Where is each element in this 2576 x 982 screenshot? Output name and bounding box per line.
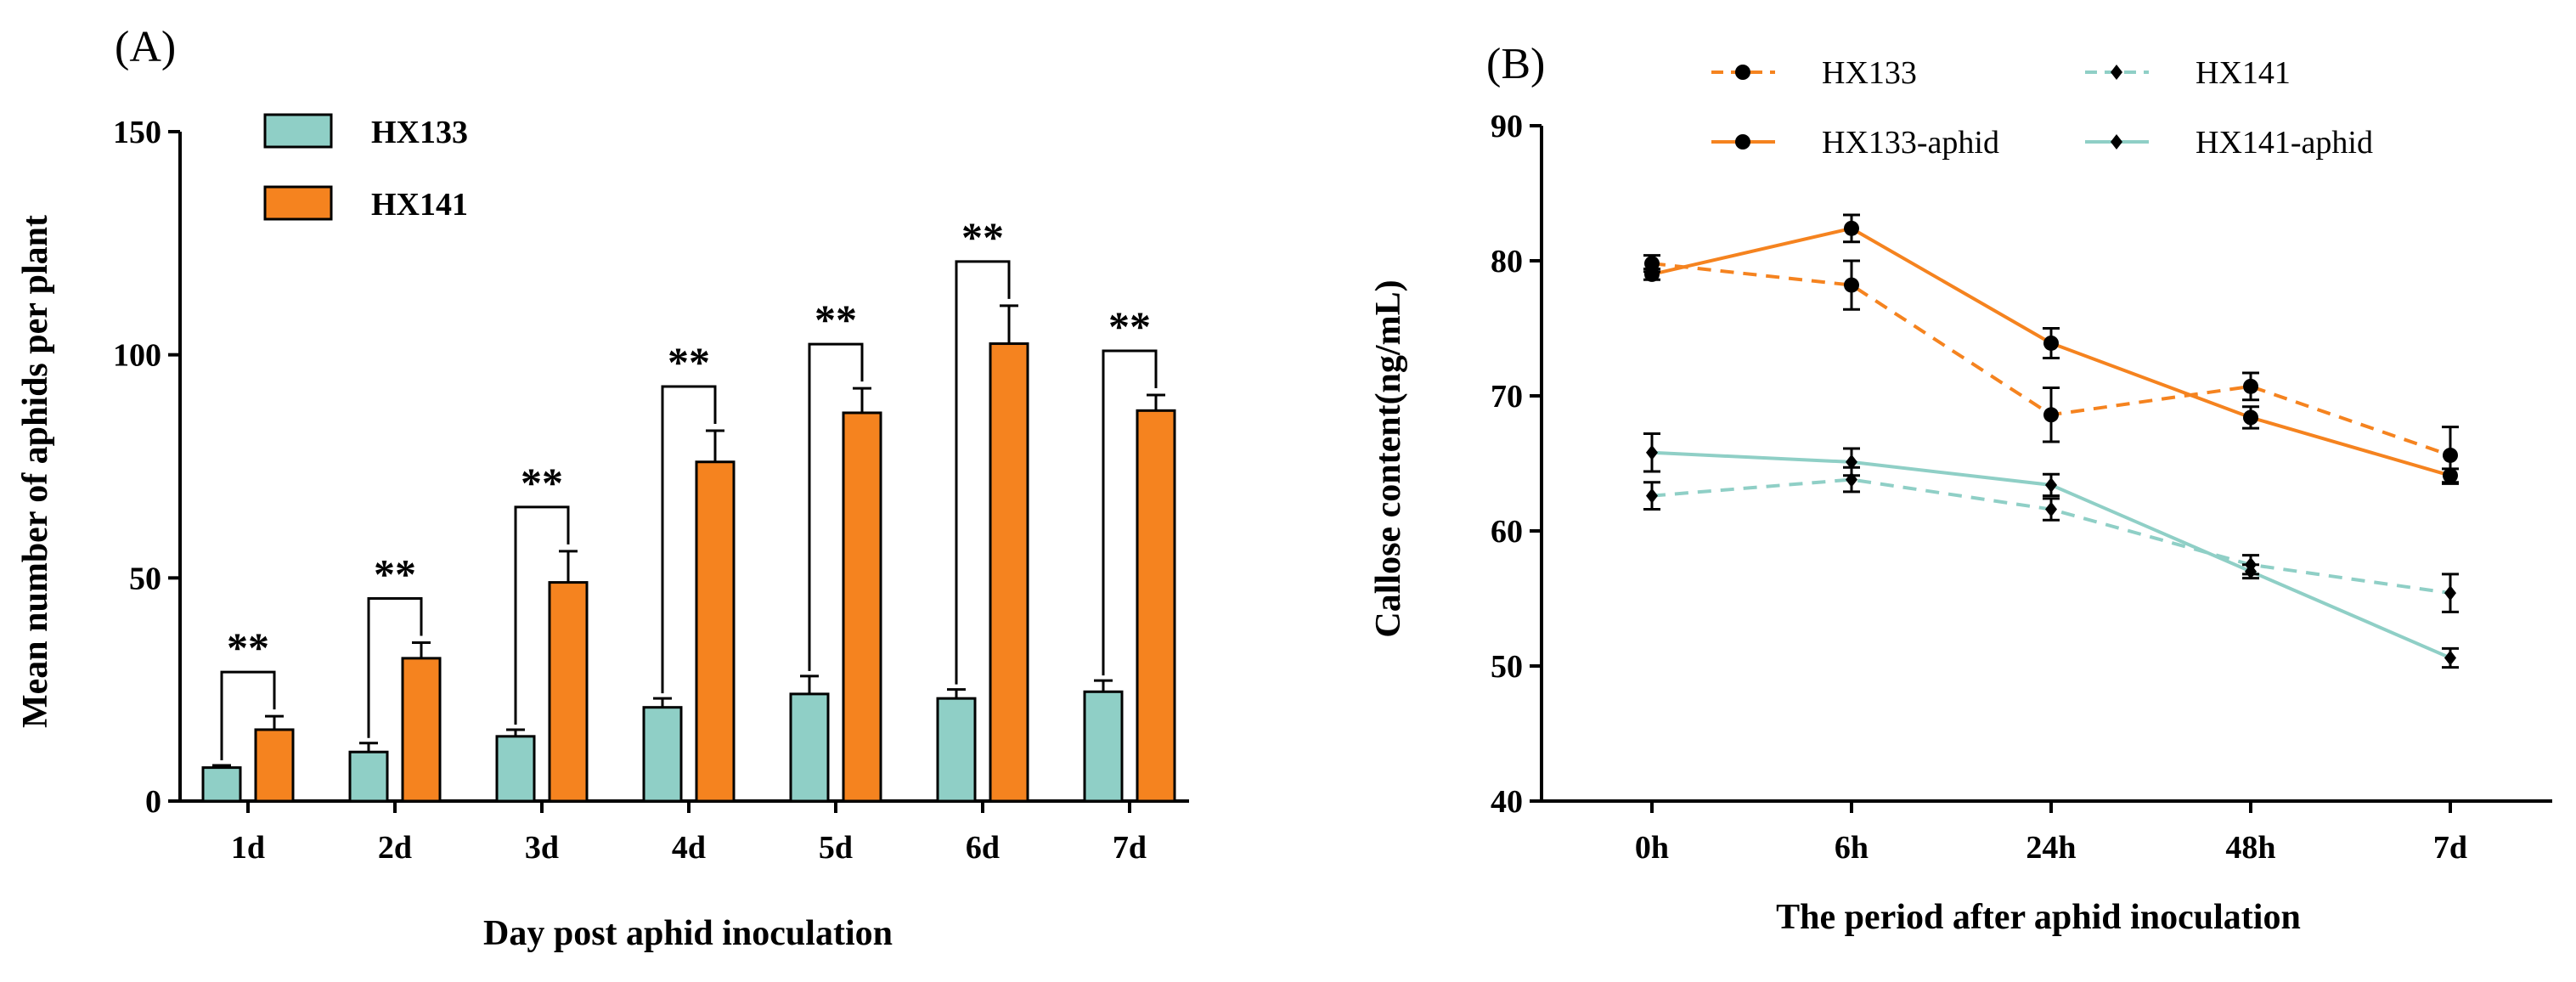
panel-a-significance-label: ** <box>374 550 416 598</box>
panel-a-significance-label: ** <box>1108 302 1151 350</box>
panel-a-significance-bracket <box>1102 349 1158 676</box>
panel-b-legend-marker <box>1735 65 1750 80</box>
panel-b-x-tick-label: 6h <box>1835 830 1869 866</box>
panel-a-bar-hx141 <box>989 342 1029 803</box>
panel-b-legend-label: HX133 <box>1822 55 1917 91</box>
panel-a-bar-hx141 <box>842 411 882 803</box>
panel-b-y-tick-label: 40 <box>1491 784 1523 820</box>
panel-b-y-axis-title: Callose content(ng/mL) <box>1369 279 1408 637</box>
panel-b-y-tick-label: 60 <box>1491 514 1523 550</box>
panel-b-legend-label: HX133-aphid <box>1822 125 1999 161</box>
panel-b-x-tick-label: 48h <box>2225 830 2275 866</box>
panel-a-significance-label: ** <box>227 624 269 671</box>
panel-b-y-tick-label: 90 <box>1491 109 1523 144</box>
panel-a-bar-hx133 <box>201 766 242 803</box>
panel-a-x-tick-label: 6d <box>966 830 1000 866</box>
panel-a-bar-hx141 <box>1136 409 1176 803</box>
panel-a-bar-hx141 <box>401 657 442 803</box>
panel-b-point-hx141-aphid <box>1646 444 1658 460</box>
panel-b-x-tick-label: 0h <box>1635 830 1669 866</box>
panel-a-bar-hx133 <box>642 706 683 803</box>
panel-b-x-tick-label: 7d <box>2433 830 2467 866</box>
panel-b-label: (B) <box>1486 40 1545 88</box>
panel-a-significance-bracket <box>367 597 423 738</box>
panel-a-significance-bracket <box>661 385 717 694</box>
panel-a-significance-bracket <box>955 260 1011 685</box>
panel-b-point-hx141-aphid <box>2245 563 2257 579</box>
panel-b-legend-label: HX141-aphid <box>2196 125 2373 161</box>
panel-b-point-hx133 <box>2443 447 2458 463</box>
panel-a-bar-hx133 <box>348 750 389 803</box>
panel-a-x-tick-label: 1d <box>231 830 265 866</box>
panel-a-y-tick-label: 0 <box>145 784 161 820</box>
panel-a-x-tick-label: 2d <box>378 830 412 866</box>
panel-a-y-tick-label: 50 <box>129 561 161 596</box>
panel-a-y-tick-label: 150 <box>113 115 161 150</box>
panel-a-x-tick-label: 3d <box>525 830 559 866</box>
panel-a-bar-hx133 <box>1083 690 1124 803</box>
panel-a-bar-hx141 <box>695 460 736 803</box>
panel-b-point-hx133-aphid <box>1644 266 1660 282</box>
panel-b-point-hx133-aphid <box>2443 467 2458 483</box>
panel-b-point-hx133 <box>2243 378 2258 394</box>
panel-b-line-chart: 40 50 60 70 80 90 0h 6h 24h 48h 7d HX133 HX141 HX133-… <box>1491 55 2552 866</box>
panel-b-y-tick-label: 80 <box>1491 244 1523 279</box>
panel-a-significance-bracket <box>514 505 570 725</box>
panel-a-bar-chart: 0 50 100 150 1d ** 2d ** 3d ** 4d ** 5d ** 6d ** 7d ** HX1… <box>113 113 1189 866</box>
panel-a-bar-hx141 <box>254 728 295 803</box>
panel-b-legend-marker <box>2111 134 2122 150</box>
panel-b-point-hx141 <box>2045 501 2057 517</box>
panel-b-point-hx141 <box>1646 488 1658 504</box>
panel-b-legend-marker <box>2111 65 2122 80</box>
panel-b-point-hx141-aphid <box>2444 650 2456 666</box>
panel-a-bar-hx133 <box>789 692 830 803</box>
panel-a-bar-hx133 <box>936 697 977 803</box>
panel-a-significance-label: ** <box>815 296 857 343</box>
panel-a-y-axis-title: Mean number of aphids per plant <box>16 215 55 728</box>
panel-b-point-hx133-aphid <box>2043 335 2059 351</box>
panel-b-legend-marker <box>1735 134 1750 150</box>
panel-b-point-hx133 <box>1844 277 1859 293</box>
panel-a-label: (A) <box>115 23 176 71</box>
panel-a-bar-hx141 <box>548 581 589 803</box>
panel-a-significance-bracket <box>220 670 276 760</box>
panel-a-legend-swatch <box>263 185 333 221</box>
panel-b-point-hx141-aphid <box>2045 477 2057 493</box>
panel-a-legend-swatch <box>263 113 333 149</box>
panel-a-significance-label: ** <box>521 459 563 506</box>
panel-a-x-axis-title: Day post aphid inoculation <box>483 914 893 953</box>
panel-b-point-hx133 <box>1644 256 1660 272</box>
panel-b-point-hx141 <box>2444 585 2456 601</box>
panel-b-point-hx133-aphid <box>2243 409 2258 426</box>
panel-a-legend-label: HX133 <box>371 115 468 150</box>
panel-b-point-hx141-aphid <box>1846 454 1857 470</box>
panel-a-significance-label: ** <box>961 213 1004 261</box>
panel-b-x-tick-label: 24h <box>2026 830 2076 866</box>
panel-b-legend-label: HX141 <box>2196 55 2291 91</box>
panel-b-x-axis-title: The period after aphid inoculation <box>1776 898 2301 937</box>
panel-a-x-tick-label: 5d <box>819 830 853 866</box>
panel-b-point-hx133-aphid <box>1844 220 1859 236</box>
panel-a-x-tick-label: 4d <box>672 830 706 866</box>
panel-a-bar-hx133 <box>495 735 536 803</box>
panel-b-y-tick-label: 50 <box>1491 649 1523 685</box>
panel-a-x-tick-label: 7d <box>1113 830 1147 866</box>
panel-a-significance-bracket <box>808 342 864 671</box>
panel-a-y-tick-label: 100 <box>113 338 161 374</box>
panel-a-legend-label: HX141 <box>371 187 468 223</box>
panel-b-y-tick-label: 70 <box>1491 379 1523 415</box>
panel-a-significance-label: ** <box>668 338 710 386</box>
panel-b-point-hx133 <box>2043 407 2059 423</box>
